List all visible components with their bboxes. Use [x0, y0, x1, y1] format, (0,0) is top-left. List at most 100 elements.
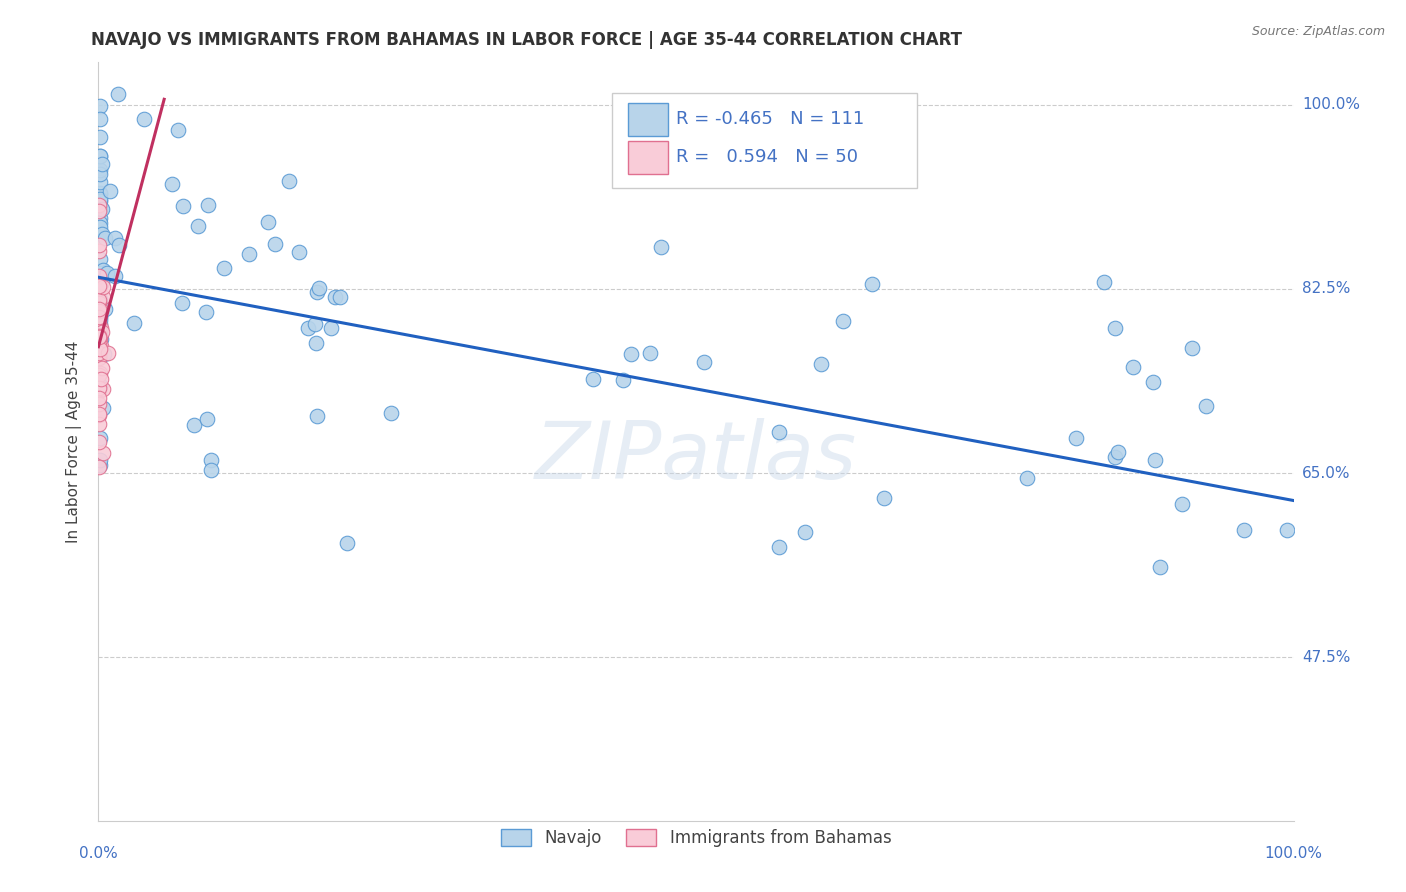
Point	[336, 536, 359, 550]
Point	[89, 271, 111, 285]
Point	[87, 397, 110, 411]
Point	[167, 122, 190, 136]
Point	[89, 292, 111, 306]
Point	[89, 458, 111, 472]
Point	[122, 316, 145, 330]
Point	[1142, 376, 1164, 390]
Point	[89, 99, 111, 113]
Point	[183, 418, 205, 433]
Text: 65.0%: 65.0%	[1302, 466, 1350, 481]
Point	[620, 346, 643, 360]
Point	[107, 237, 129, 252]
Point	[768, 425, 790, 440]
Point	[89, 332, 111, 346]
Point	[238, 247, 260, 261]
Point	[87, 350, 110, 364]
Point	[87, 293, 110, 307]
Point	[89, 149, 111, 163]
Point	[768, 541, 790, 555]
Point	[91, 227, 114, 241]
Point	[1104, 450, 1126, 464]
Point	[89, 269, 111, 284]
Point	[212, 261, 235, 276]
Point	[319, 321, 342, 335]
Point	[89, 367, 111, 381]
Point	[87, 407, 110, 421]
Point	[89, 279, 111, 293]
Text: ZIPatlas: ZIPatlas	[534, 417, 858, 496]
Text: NAVAJO VS IMMIGRANTS FROM BAHAMAS IN LABOR FORCE | AGE 35-44 CORRELATION CHART: NAVAJO VS IMMIGRANTS FROM BAHAMAS IN LAB…	[91, 31, 962, 49]
Point	[87, 384, 110, 399]
Point	[107, 87, 129, 101]
Point	[87, 198, 110, 212]
Point	[305, 285, 328, 299]
Point	[97, 346, 120, 360]
Y-axis label: In Labor Force | Age 35-44: In Labor Force | Age 35-44	[66, 341, 83, 542]
Point	[89, 326, 111, 341]
Point	[89, 269, 111, 284]
Point	[89, 330, 111, 344]
Text: 100.0%: 100.0%	[1302, 97, 1360, 112]
Point	[89, 326, 111, 340]
Point	[187, 219, 209, 233]
Point	[200, 462, 222, 476]
Point	[87, 381, 110, 395]
Text: R =   0.594   N = 50: R = 0.594 N = 50	[676, 148, 858, 166]
Point	[89, 130, 111, 145]
Point	[87, 327, 110, 342]
Point	[89, 187, 111, 202]
Point	[89, 193, 111, 207]
Point	[308, 281, 330, 295]
Text: Source: ZipAtlas.com: Source: ZipAtlas.com	[1251, 25, 1385, 38]
Text: 82.5%: 82.5%	[1302, 281, 1350, 296]
Point	[104, 268, 127, 283]
Point	[87, 351, 110, 366]
Point	[89, 298, 111, 312]
Point	[1017, 471, 1039, 485]
Point	[200, 453, 222, 467]
Point	[257, 215, 280, 229]
Point	[91, 263, 114, 277]
Point	[1233, 523, 1256, 537]
Point	[87, 368, 110, 383]
Point	[87, 434, 110, 449]
Point	[1104, 321, 1126, 335]
Legend: Navajo, Immigrants from Bahamas: Navajo, Immigrants from Bahamas	[494, 822, 898, 854]
Point	[612, 373, 634, 387]
Point	[195, 412, 218, 426]
FancyBboxPatch shape	[628, 103, 668, 136]
Point	[87, 329, 110, 343]
Point	[91, 280, 114, 294]
FancyBboxPatch shape	[613, 93, 917, 187]
Point	[170, 295, 193, 310]
Point	[89, 453, 111, 467]
Point	[90, 275, 112, 289]
Point	[90, 321, 112, 335]
Point	[195, 304, 218, 318]
Point	[288, 245, 311, 260]
Point	[89, 279, 111, 293]
Point	[96, 266, 118, 280]
Point	[1181, 341, 1204, 355]
Point	[264, 236, 287, 251]
Point	[134, 112, 156, 127]
Point	[89, 215, 111, 229]
Point	[87, 338, 110, 352]
Point	[1195, 399, 1218, 413]
Point	[87, 459, 110, 474]
Point	[89, 343, 111, 357]
Point	[98, 185, 121, 199]
Point	[1149, 560, 1171, 574]
Point	[89, 112, 111, 126]
Point	[91, 445, 114, 459]
Point	[90, 339, 112, 353]
Point	[89, 377, 111, 392]
Point	[87, 324, 110, 338]
Point	[89, 211, 111, 225]
Point	[89, 333, 111, 347]
Point	[87, 310, 110, 325]
Point	[380, 406, 402, 420]
Point	[94, 302, 117, 317]
Point	[89, 194, 111, 208]
Text: 47.5%: 47.5%	[1302, 650, 1350, 665]
